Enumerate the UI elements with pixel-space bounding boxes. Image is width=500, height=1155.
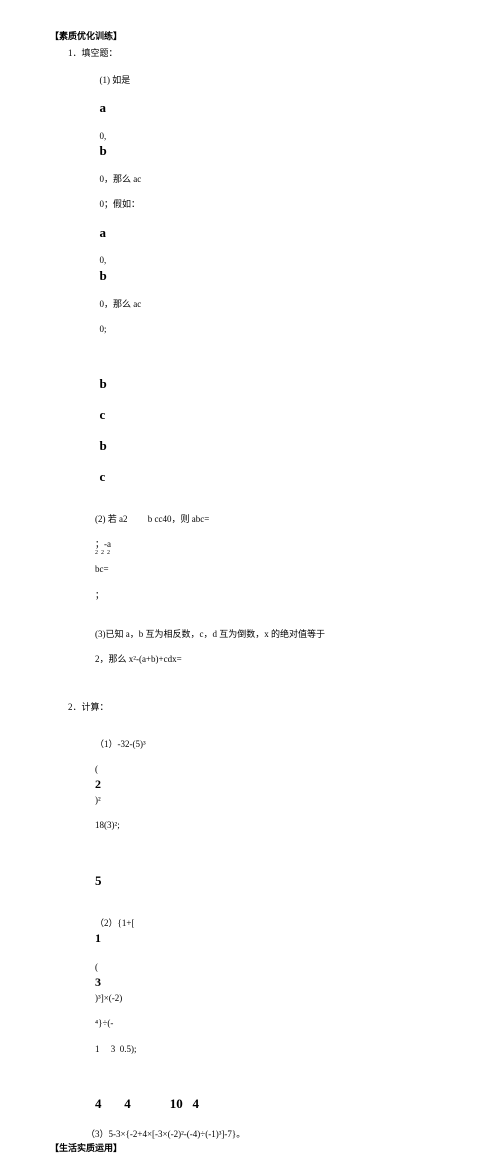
page-container: 【素质优化训练】 1．填空题： (1) 如是 a 0, b 0，那么 ac 0；… [0,0,500,1155]
q2-2-row2: 4 4 10 4 [86,1070,475,1126]
q1-2-main: (2) 若 a2 b cc40，则 abc= [95,514,209,524]
q2-2-four: ⁴}÷(- [95,1018,113,1028]
q1-2-end: ； [95,590,104,600]
q1-3-main: (3)已知 a，b 互为相反数，c，d 互为倒数，x 的绝对值等于 [95,629,325,639]
q2-2-btm: 4 4 10 4 [95,1095,199,1113]
q1-1-text-2: 0，那么 ac [100,299,142,309]
q1-2-line: (2) 若 a2 b cc40，则 abc= ；-a 2 2 2 bc= ； [86,500,475,613]
q2-2-three: 3 [95,975,101,989]
zero-comma-1: 0, [100,131,107,141]
var-a-1: a [100,99,107,117]
q2-1-big2: 2 [95,777,101,791]
q2-1-rp: )² [95,795,101,805]
q2-1-five: 5 [95,872,102,890]
q1-1-prefix: (1) 如是 [100,75,131,85]
q2-3-line: （3）5-3×{-2+4×[-3×(-2)²-(-4)÷(-1)³]-7}。 [86,1128,475,1141]
q1-1-text-1: 0，那么 ac [100,174,142,184]
q2-2-prefix: （2）{1+[ [95,918,134,928]
section-title-2: 【生活实质运用】 [50,1142,475,1155]
q1-2-bc: bc= [95,564,109,574]
q1-header: 1．填空题： [68,47,475,60]
q1-1-block: (1) 如是 a 0, b 0，那么 ac 0；假如： a 0, b 0，那么 … [86,61,475,498]
q2-2-nums: 1 3 0.5); [95,1044,137,1054]
q2-1-main: （1）-32-(5)³ [95,739,146,749]
q1-1-top-row: (1) 如是 a 0, b 0，那么 ac 0；假如： a 0, b 0，那么 … [86,61,475,348]
q1-1-semi: 0；假如： [100,199,141,209]
section-title-1: 【素质优化训练】 [50,30,475,43]
q2-1-lp: ( [95,764,98,774]
var-b-2: b [100,267,107,285]
q1-3-line: (3)已知 a，b 互为相反数，c，d 互为倒数，x 的绝对值等于 2，那么 x… [86,616,475,679]
q2-2-cube: )³]×(-2) [95,993,122,1003]
q2-1-end: 18(3)²; [95,820,120,830]
q2-2-one: 1 [95,931,101,945]
q2-2-lp: ( [95,962,98,972]
var-c-1: c [100,406,106,424]
zero-comma-2: 0, [100,255,107,265]
var-b-3: b [100,375,107,393]
tiny-222: 2 2 2 [95,550,110,556]
q2-1-row: （1）-32-(5)³ ( 2 )² 18(3)²; [86,725,475,844]
var-b-1: b [100,142,107,160]
q2-2-row: （2）{1+[ 1 ( 3 )³]×(-2) ⁴}÷(- 1 3 0.5); [86,905,475,1068]
var-a-2: a [100,224,107,242]
q1-1-bottom-row: b c b c [86,350,475,498]
q1-3-tail: 2，那么 x²-(a+b)+cdx= [95,654,182,664]
q1-1-end: 0; [100,324,107,334]
var-c-2: c [100,468,106,486]
q2-1-row2: 5 [86,847,475,903]
q1-2-tail: ；-a [95,539,111,549]
var-b-4: b [100,437,107,455]
